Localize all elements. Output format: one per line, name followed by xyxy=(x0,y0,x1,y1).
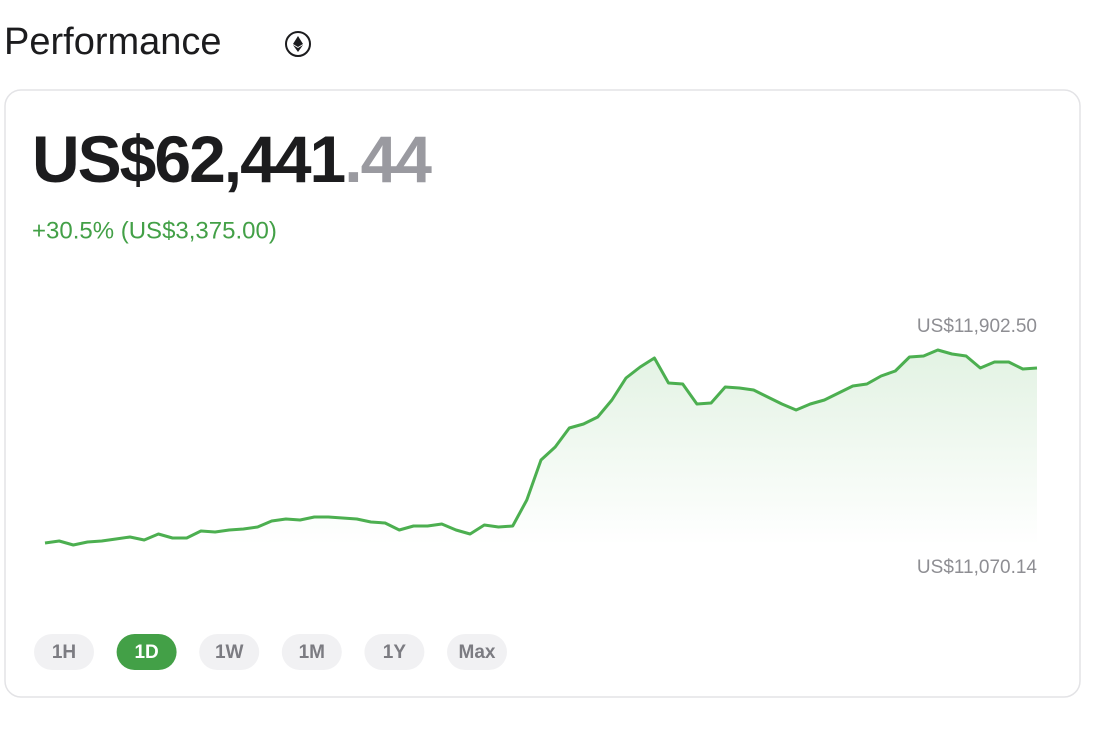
range-button[interactable]: 1D xyxy=(116,634,177,670)
range-button-label: 1M xyxy=(299,642,325,663)
price: US$62,441.44 xyxy=(32,122,432,196)
range-button[interactable]: 1M xyxy=(281,634,342,670)
price-line xyxy=(44,348,1038,547)
range-button-label: 1W xyxy=(215,642,244,663)
y-tick-label: US$11,070.14 xyxy=(917,557,1038,578)
range-button-label: 1H xyxy=(52,642,76,663)
range-button-bg xyxy=(364,634,425,670)
area-fill xyxy=(45,350,1037,545)
range-button-bg xyxy=(116,634,177,670)
eth-icon xyxy=(285,31,311,57)
chart: US$11,070.14 US$11,902.50 xyxy=(44,316,1038,578)
range-button-label: 1Y xyxy=(383,642,407,663)
price-whole: US$62,441 xyxy=(32,122,345,196)
range-buttons: 1H 1D 1W 1M 1Y Max xyxy=(34,634,507,670)
y-tick-label: US$11,902.50 xyxy=(917,316,1037,337)
range-button[interactable]: Max xyxy=(447,634,507,670)
range-button-bg xyxy=(447,634,507,670)
range-button-label: 1D xyxy=(134,642,158,663)
range-button-label: Max xyxy=(459,642,496,663)
range-button[interactable]: 1Y xyxy=(364,634,425,670)
range-button[interactable]: 1W xyxy=(199,634,260,670)
range-button[interactable]: 1H xyxy=(34,634,94,670)
change: +30.5% (US$3,375.00) xyxy=(32,217,277,244)
range-button-bg xyxy=(34,634,94,670)
range-button-bg xyxy=(281,634,342,670)
price-fraction: .44 xyxy=(344,122,432,196)
card xyxy=(4,89,1081,698)
range-button-bg xyxy=(199,634,260,670)
section-title: Performance xyxy=(4,21,222,63)
